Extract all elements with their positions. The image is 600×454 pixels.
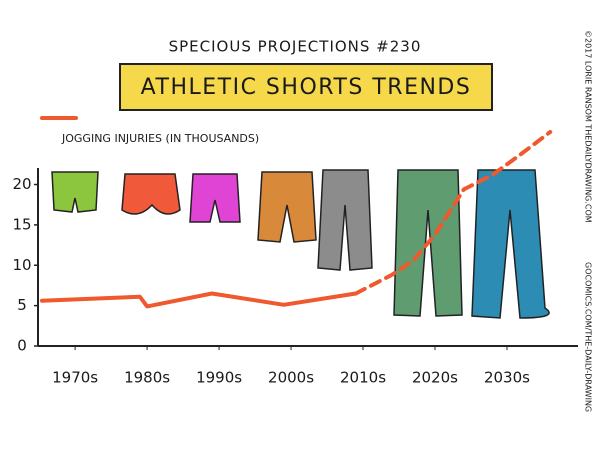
x-tick-label: 1970s (52, 369, 98, 387)
pants (317, 169, 373, 271)
pants (471, 169, 550, 319)
credit: GOCOMICS.COM/THE-DAILY-DRAWING (584, 262, 593, 412)
pants (393, 169, 463, 317)
legend-label: JOGGING INJURIES (IN THOUSANDS) (61, 132, 259, 145)
shorts (257, 171, 317, 243)
y-tick-label: 15 (12, 215, 31, 233)
y-tick-label: 0 (17, 337, 27, 355)
shorts (189, 173, 241, 223)
x-tick-label: 2000s (268, 369, 314, 387)
x-tick-label: 1990s (196, 369, 242, 387)
shorts (121, 173, 181, 215)
x-tick-label: 1980s (124, 369, 170, 387)
x-tick-label: 2020s (412, 369, 458, 387)
data-line (353, 130, 553, 296)
credit: ©2017 LORIE RANSOM THEDAILYDRAWING.COM (584, 30, 593, 223)
x-tick-label: 2030s (484, 369, 530, 387)
data-line (40, 291, 358, 309)
header: SPECIOUS PROJECTIONS #230 (169, 38, 422, 56)
y-tick-label: 20 (12, 175, 31, 193)
y-tick-label: 10 (12, 256, 31, 274)
title-box (119, 63, 493, 111)
chart-title: ATHLETIC SHORTS TRENDS (141, 75, 472, 100)
y-tick-label: 5 (17, 296, 27, 314)
shorts (51, 171, 99, 213)
x-tick-label: 2010s (340, 369, 386, 387)
shorts-illustrations (51, 169, 550, 319)
